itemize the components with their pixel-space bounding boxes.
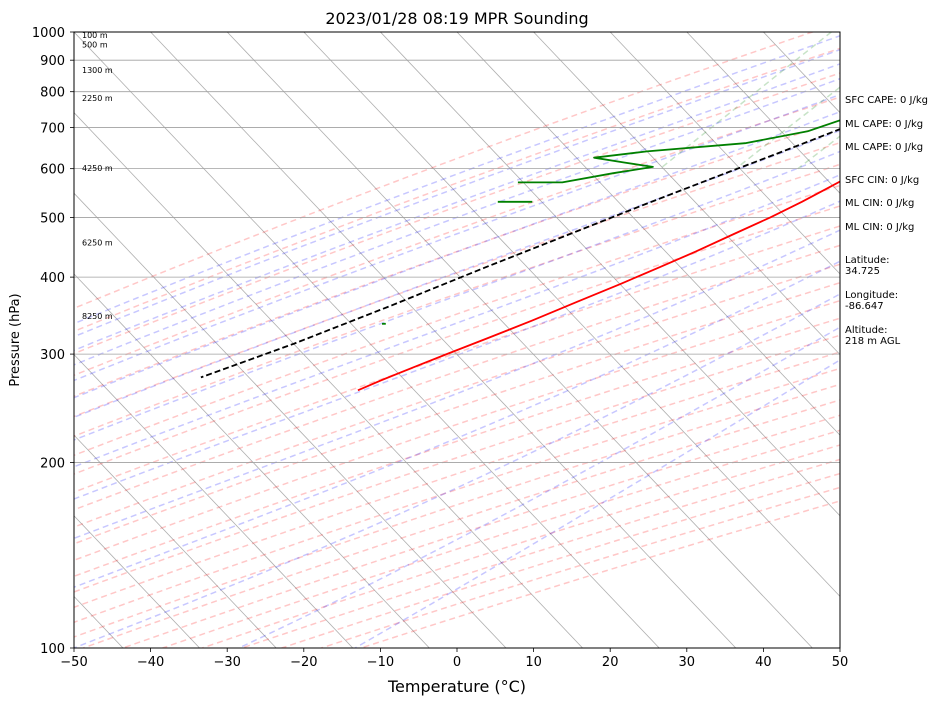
dry-adiabat-line <box>74 367 840 624</box>
ml-cape: ML CAPE: 0 J/kg <box>845 119 924 130</box>
isotherm-line <box>609 32 840 275</box>
isotherm-line <box>380 32 840 517</box>
x-axis-label: Temperature (°C) <box>387 677 526 696</box>
y-tick-label: 400 <box>40 271 65 286</box>
height-label: 8250 m <box>82 312 113 321</box>
moist-adiabat-line <box>74 150 840 441</box>
isotherm-line <box>226 32 813 648</box>
moist-adiabat-line <box>74 48 840 338</box>
moist-adiabat-line <box>354 359 840 648</box>
altitude: Altitude: 218 m AGL <box>845 325 900 347</box>
y-tick-label: 100 <box>40 642 65 657</box>
height-label: 100 m <box>82 31 108 40</box>
isotherm-line <box>150 32 737 648</box>
sounding-series-line <box>200 128 840 379</box>
moist-adiabat-line <box>238 326 840 648</box>
dry-adiabat-line <box>74 351 840 609</box>
x-tick-label: 0 <box>453 655 461 670</box>
dry-adiabat-line <box>74 244 840 511</box>
height-label: 4250 m <box>82 164 113 173</box>
moist-adiabat-line <box>74 229 840 540</box>
height-label: 1300 m <box>82 66 113 75</box>
height-label: 6250 m <box>82 239 113 248</box>
ml-cape-2: ML CAPE: 0 J/kg <box>845 142 924 153</box>
dry-adiabat-line <box>74 96 840 377</box>
moist-adiabat-line <box>74 110 840 399</box>
y-tick-label: 800 <box>40 86 65 101</box>
dry-adiabat-line <box>74 184 840 457</box>
moist-adiabat-line <box>74 174 840 468</box>
x-tick-label: −30 <box>213 655 240 670</box>
height-label: 500 m <box>82 40 108 49</box>
isotherm-line <box>74 112 583 648</box>
isotherm-line <box>456 32 840 436</box>
longitude-value: -86.647 <box>845 301 884 312</box>
ml-cin-2: ML CIN: 0 J/kg <box>845 222 915 233</box>
dry-adiabat-line <box>74 72 840 355</box>
dry-adiabat-line <box>74 263 840 528</box>
y-tick-label: 300 <box>40 348 65 363</box>
x-tick-label: −20 <box>290 655 317 670</box>
isotherm-line <box>74 353 354 648</box>
isotherm-line <box>74 273 430 648</box>
moist-adiabat-line <box>74 293 840 648</box>
x-tick-label: 50 <box>832 655 849 670</box>
isotherm-line <box>74 32 660 648</box>
isotherm-line <box>533 32 840 356</box>
isotherm-line <box>74 515 200 648</box>
altitude-label: Altitude: <box>845 325 888 336</box>
altitude-value: 218 m AGL <box>845 336 901 347</box>
dry-adiabat-line <box>74 299 840 562</box>
dry-adiabat-line <box>74 163 840 438</box>
dry-adiabat-line <box>74 141 840 418</box>
chart-title: 2023/01/28 08:19 MPR Sounding <box>325 9 588 28</box>
longitude-label: Longitude: <box>845 290 899 301</box>
dry-adiabat-line <box>74 205 840 475</box>
y-tick-label: 200 <box>40 457 65 472</box>
isotherm-line <box>303 32 840 598</box>
sounding-series-line <box>517 119 840 184</box>
y-axis-label: Pressure (hPa) <box>8 293 23 386</box>
isotherm-line <box>74 192 507 648</box>
longitude: Longitude: -86.647 <box>845 290 898 312</box>
x-tick-label: −50 <box>60 655 87 670</box>
isotherm-line <box>686 32 840 194</box>
moist-adiabat-line <box>74 63 840 352</box>
latitude-label: Latitude: <box>845 255 890 266</box>
sounding-series-line <box>357 180 840 392</box>
latitude: Latitude: 34.725 <box>845 255 890 277</box>
isotherm-line <box>74 434 277 648</box>
sfc-cape: SFC CAPE: 0 J/kg <box>845 95 928 106</box>
latitude-value: 34.725 <box>845 266 880 277</box>
y-tick-label: 500 <box>40 211 65 226</box>
x-tick-label: −40 <box>137 655 164 670</box>
x-tick-label: 40 <box>755 655 772 670</box>
dry-adiabat-line <box>74 225 840 493</box>
x-tick-label: 10 <box>525 655 542 670</box>
y-tick-label: 1000 <box>32 26 65 41</box>
x-tick-label: −10 <box>367 655 394 670</box>
y-tick-label: 700 <box>40 121 65 136</box>
height-label: 2250 m <box>82 94 113 103</box>
dry-adiabat-line <box>74 317 840 578</box>
y-tick-label: 600 <box>40 163 65 178</box>
x-tick-label: 30 <box>679 655 696 670</box>
moist-adiabat-line <box>74 200 840 500</box>
dry-adiabat-line <box>74 281 840 545</box>
dry-adiabat-line <box>74 119 840 398</box>
dry-adiabat-line <box>74 334 840 593</box>
ml-cin: ML CIN: 0 J/kg <box>845 198 915 209</box>
moist-adiabat-line <box>74 260 840 588</box>
moist-adiabat-line <box>74 93 840 382</box>
y-tick-label: 900 <box>40 54 65 69</box>
dry-adiabat-line <box>74 32 815 310</box>
dry-adiabat-line <box>74 47 840 333</box>
sfc-cin: SFC CIN: 0 J/kg <box>845 175 920 186</box>
x-tick-label: 20 <box>602 655 619 670</box>
